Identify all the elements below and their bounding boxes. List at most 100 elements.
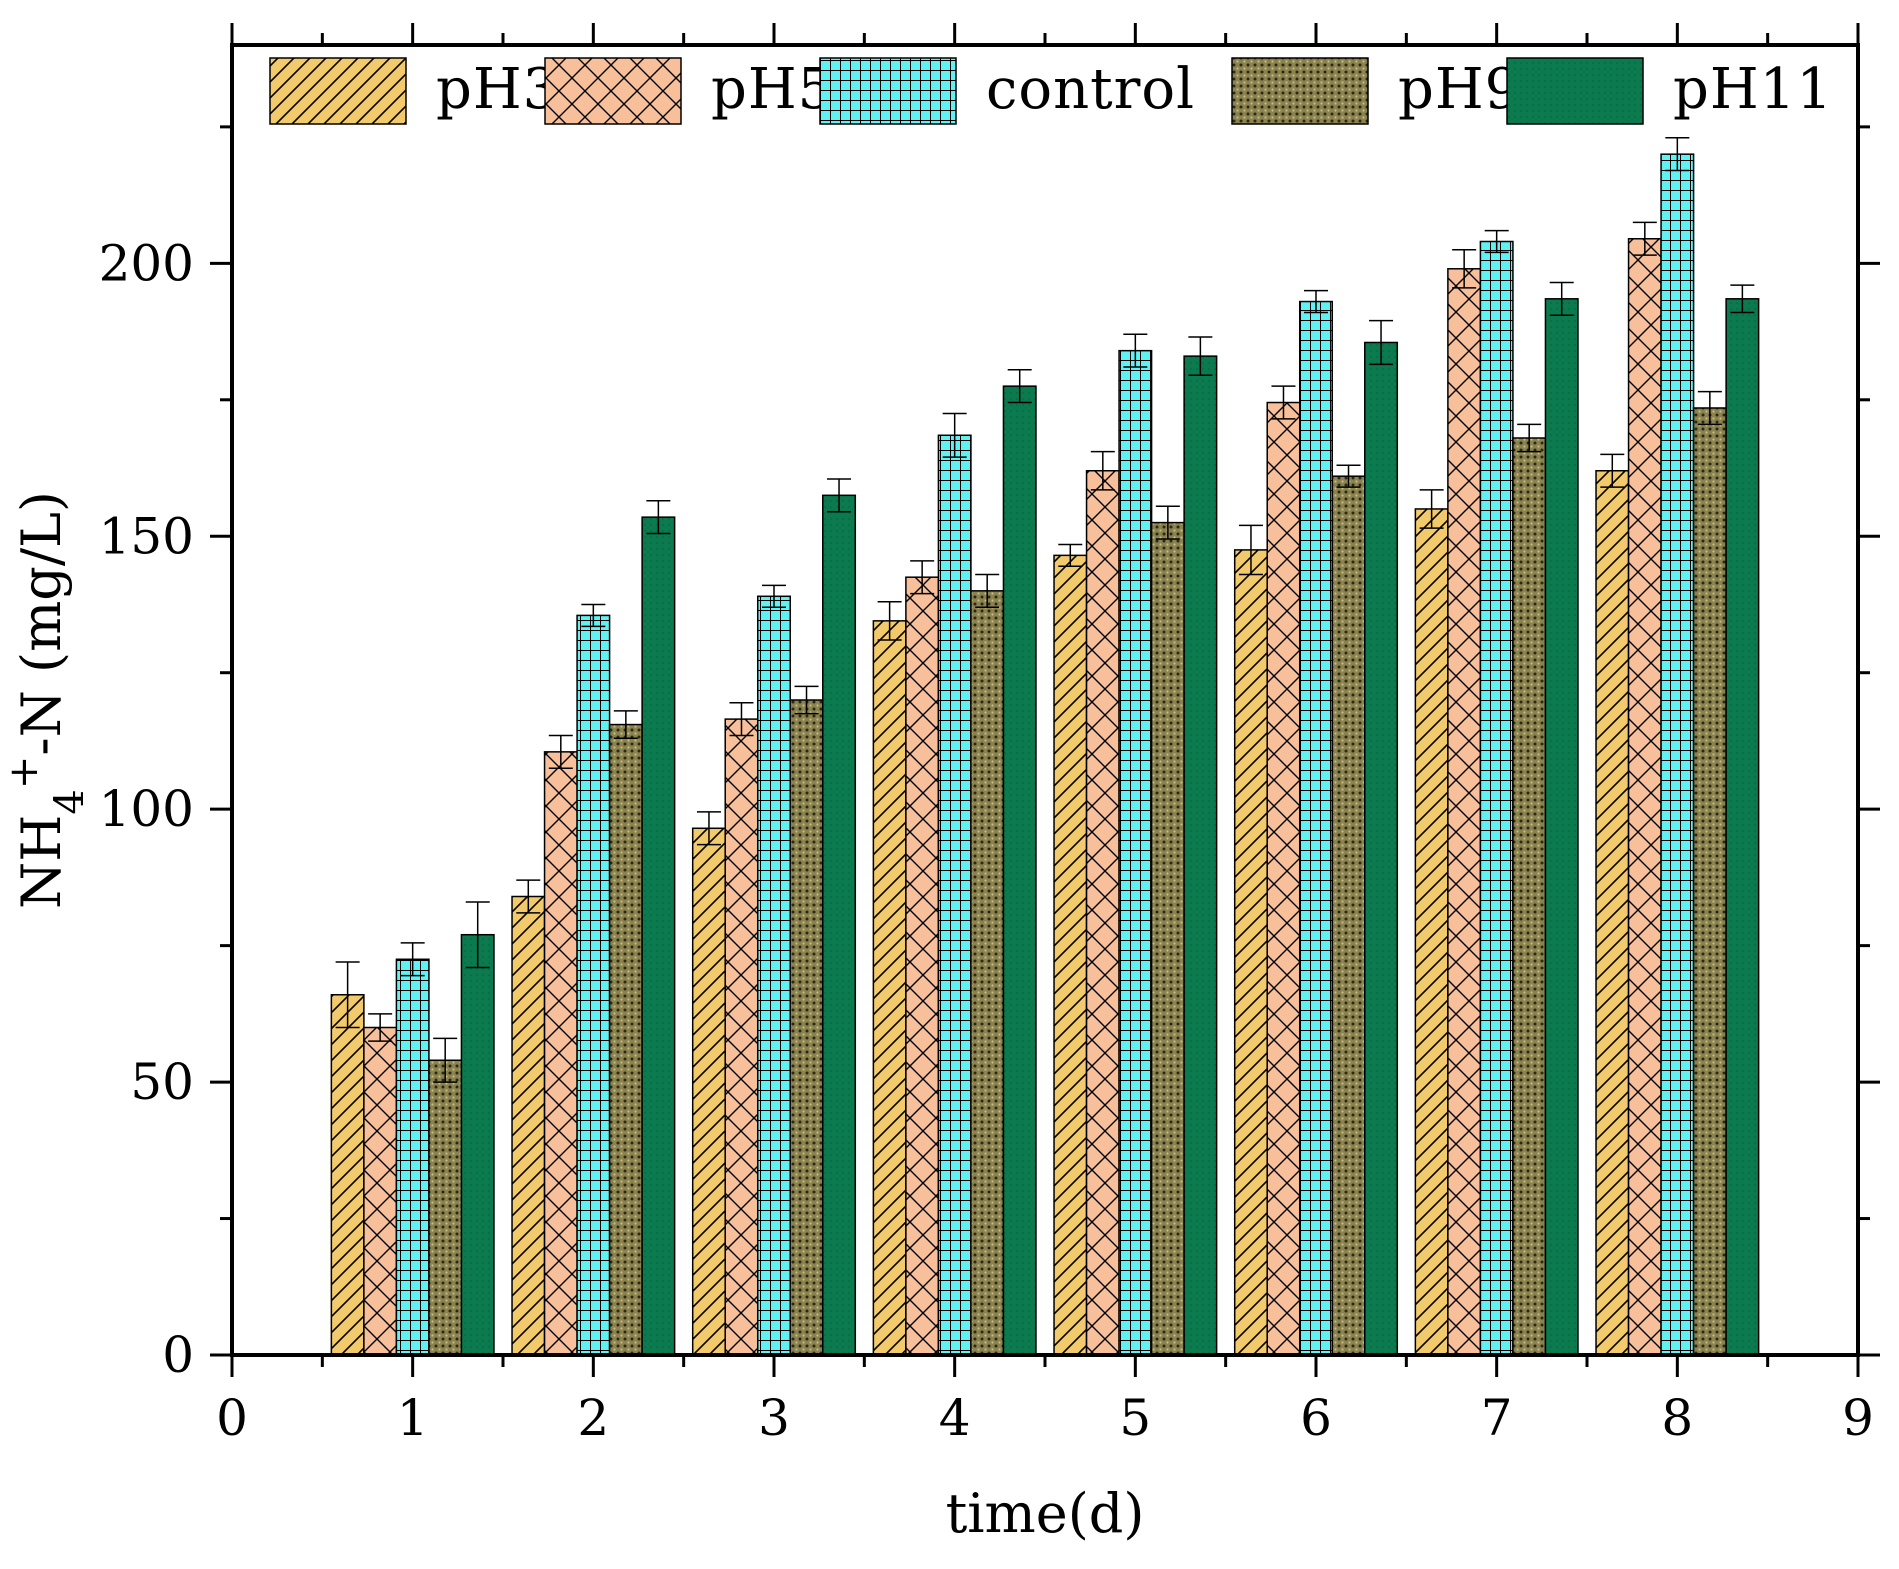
error-bar-control-day-2 [581, 603, 606, 628]
x-tick-label: 9 [1842, 1389, 1874, 1447]
x-tick-label: 0 [216, 1389, 248, 1447]
bar-pH5-day-2 [543, 751, 578, 1356]
legend-label-pH3: pH3 [436, 57, 559, 122]
y-tick-label: 150 [99, 507, 194, 565]
y-axis-title-rest: -N (mg/L) [10, 491, 73, 756]
error-bar-control-day-6 [1304, 289, 1328, 314]
y-tick-label: 100 [99, 780, 194, 838]
error-bar-pH9-day-1 [433, 1037, 458, 1083]
bar-pH9-day-8 [1692, 407, 1727, 1356]
x-tick-labels: 0 1 2 3 4 5 6 7 8 9 [216, 1389, 1874, 1447]
y-tick-labels: 0 50 100 150 200 [99, 234, 194, 1384]
bar-pH3-day-4 [872, 620, 907, 1356]
error-bar-pH3-day-2 [516, 879, 541, 914]
x-tick-label: 8 [1661, 1389, 1693, 1447]
bar-pH3-day-2 [511, 895, 546, 1356]
y-axis-title-base: NH [10, 815, 73, 909]
error-bar-pH5-day-2 [548, 734, 573, 769]
legend-swatch-pH3 [269, 57, 407, 125]
legend-swatch-control [819, 57, 957, 125]
bar-pH11-day-6 [1364, 341, 1399, 1356]
x-tick-label: 5 [1119, 1389, 1151, 1447]
bar-pH3-day-1 [330, 994, 365, 1356]
error-bar-pH11-day-1 [465, 901, 490, 969]
bar-pH11-day-4 [1002, 385, 1037, 1356]
error-bar-pH3-day-6 [1238, 524, 1263, 576]
legend-item-pH11: pH11 [1506, 57, 1833, 125]
y-tick-label: 50 [130, 1053, 194, 1111]
error-bar-control-day-7 [1484, 229, 1509, 254]
y-tick-label: 0 [162, 1326, 194, 1384]
bar-pH11-day-1 [460, 933, 495, 1356]
bar-pH11-day-3 [822, 494, 857, 1356]
error-bar-pH11-day-5 [1188, 336, 1213, 376]
bar-control-day-3 [756, 595, 792, 1356]
bar-pH3-day-7 [1414, 508, 1449, 1356]
x-tick-label: 4 [939, 1389, 971, 1447]
bar-pH11-day-5 [1183, 355, 1218, 1356]
error-bar-control-day-1 [400, 942, 425, 977]
error-bar-pH3-day-1 [335, 961, 360, 1029]
legend-label-pH11: pH11 [1673, 57, 1833, 122]
bar-pH5-day-1 [363, 1026, 398, 1356]
error-bar-pH5-day-4 [910, 560, 935, 595]
bar-control-day-2 [576, 614, 611, 1356]
y-axis-title-superscript: + [1, 756, 47, 790]
legend-label-pH5: pH5 [711, 57, 834, 122]
legend-swatch-pH11 [1506, 57, 1644, 125]
error-bar-pH5-day-6 [1271, 385, 1296, 420]
error-bar-pH3-day-3 [696, 811, 721, 846]
error-bar-pH9-day-2 [613, 710, 638, 739]
bar-pH11-day-7 [1544, 298, 1579, 1356]
x-tick-label: 7 [1481, 1389, 1513, 1447]
bar-pH5-day-7 [1447, 268, 1482, 1356]
error-bar-pH11-day-2 [646, 500, 671, 535]
error-bar-pH9-day-7 [1517, 423, 1542, 453]
error-bar-pH11-day-7 [1549, 281, 1574, 316]
bar-pH9-day-5 [1150, 521, 1185, 1356]
error-bar-control-day-5 [1123, 333, 1148, 368]
x-tick-label: 1 [397, 1389, 429, 1447]
legend-swatch-pH5 [544, 57, 682, 125]
error-bar-pH3-day-4 [877, 601, 902, 641]
bar-pH11-day-2 [641, 516, 676, 1356]
axis-ticks [210, 23, 1880, 1377]
error-bar-control-day-8 [1665, 137, 1690, 172]
y-tick-label: 200 [99, 234, 194, 292]
legend-item-pH5: pH5 [544, 57, 834, 125]
error-bar-pH11-day-4 [1007, 369, 1032, 404]
bar-pH9-day-4 [970, 590, 1005, 1356]
bar-pH3-day-8 [1595, 470, 1630, 1356]
x-axis-title: time(d) [946, 1482, 1145, 1545]
legend-item-control: control [819, 57, 1194, 125]
bar-pH3-day-6 [1233, 549, 1268, 1356]
error-bar-pH5-day-5 [1090, 450, 1115, 491]
bar-pH9-day-7 [1512, 437, 1547, 1356]
error-bar-pH3-day-5 [1058, 543, 1083, 568]
error-bar-pH9-day-4 [975, 573, 1000, 608]
error-bar-pH9-day-3 [794, 685, 819, 715]
error-bar-pH5-day-8 [1632, 221, 1657, 256]
legend-item-pH9: pH9 [1231, 57, 1521, 125]
y-axis-title: NH4+-N (mg/L) [1, 491, 93, 909]
error-bar-control-day-4 [942, 412, 967, 458]
legend-label-pH9: pH9 [1398, 57, 1521, 122]
bar-pH5-day-6 [1266, 401, 1301, 1356]
error-bar-pH11-day-8 [1730, 284, 1755, 314]
error-bar-pH11-day-3 [827, 478, 852, 513]
bar-control-day-6 [1298, 300, 1334, 1356]
error-bars-layer [335, 137, 1755, 1083]
x-tick-label: 2 [577, 1389, 609, 1447]
bars-layer [330, 153, 1760, 1356]
bar-control-day-8 [1660, 153, 1695, 1356]
error-bar-pH5-day-3 [729, 701, 754, 737]
bar-pH5-day-8 [1627, 238, 1662, 1356]
bar-control-day-4 [937, 434, 972, 1356]
error-bar-pH5-day-1 [368, 1013, 393, 1042]
legend: pH3 pH5 control pH9 pH11 [269, 57, 1833, 125]
bar-control-day-7 [1479, 240, 1514, 1356]
bar-pH5-day-4 [905, 576, 940, 1356]
error-bar-pH9-day-6 [1336, 464, 1361, 488]
error-bar-pH9-day-8 [1697, 390, 1722, 426]
